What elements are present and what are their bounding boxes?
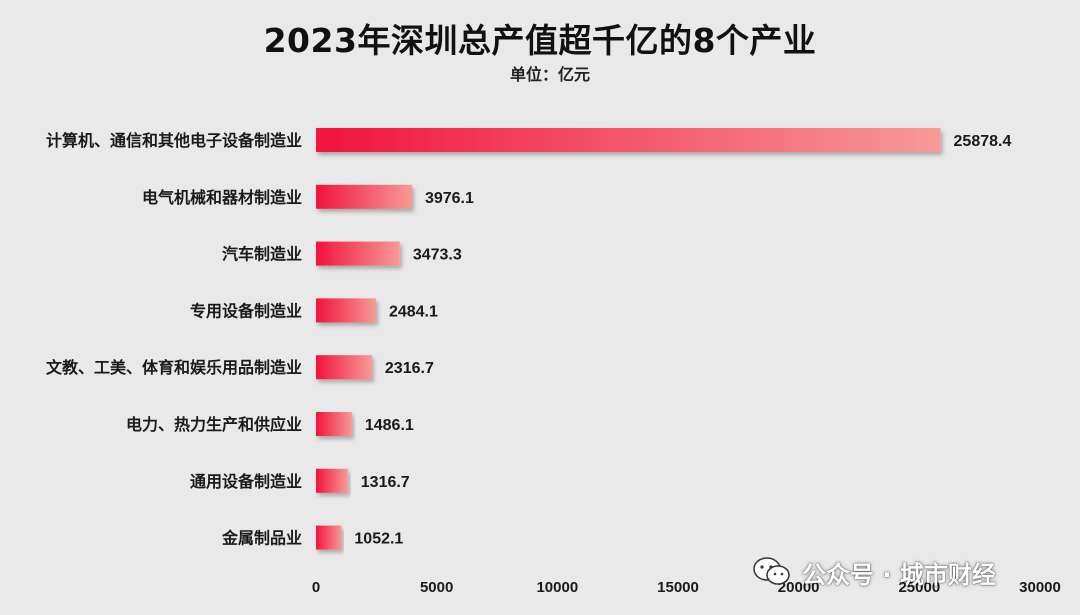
category-label: 文教、工美、体育和娱乐用品制造业: [46, 358, 302, 377]
chart-subtitle: 单位：亿元: [509, 65, 590, 84]
bar: [316, 184, 412, 209]
category-label: 电力、热力生产和供应业: [126, 415, 302, 434]
category-label: 专用设备制造业: [190, 301, 302, 320]
bar: [316, 241, 400, 266]
chart-title: 2023年深圳总产值超千亿的8个产业: [263, 21, 817, 60]
value-label: 2484.1: [389, 303, 438, 320]
watermark-text: 公众号 · 城市财经: [802, 560, 996, 589]
bar: [316, 412, 352, 436]
bar: [316, 128, 941, 152]
category-label: 电气机械和器材制造业: [142, 188, 302, 207]
value-label: 1316.7: [361, 474, 410, 491]
x-axis-ticks: 0 5000 10000 15000 20000 25000 30000: [312, 579, 1061, 596]
category-label: 计算机、通信和其他电子设备制造业: [46, 131, 302, 150]
value-label: 25878.4: [954, 133, 1012, 150]
x-tick-label: 25000: [898, 579, 940, 596]
category-label: 汽车制造业: [222, 245, 302, 264]
x-tick-label: 5000: [420, 579, 453, 596]
bar: [316, 525, 342, 550]
category-label: 金属制品业: [221, 529, 302, 548]
category-label: 通用设备制造业: [190, 472, 302, 491]
value-label: 3976.1: [425, 190, 474, 207]
x-tick-label: 0: [312, 579, 320, 596]
category-labels: 计算机、通信和其他电子设备制造业电气机械和器材制造业汽车制造业专用设备制造业文教…: [46, 131, 302, 548]
bar: [316, 468, 348, 493]
value-label: 1486.1: [365, 417, 414, 434]
bar: [316, 355, 372, 380]
bar: [316, 298, 376, 323]
wechat-icon: [753, 557, 790, 585]
value-labels: 25878.4 3976.1 3473.3 2484.1 2316.7 1486.1 131…: [354, 133, 1011, 548]
x-tick-label: 20000: [778, 579, 820, 596]
value-label: 3473.3: [413, 247, 462, 264]
x-tick-label: 30000: [1019, 579, 1061, 596]
x-tick-label: 10000: [536, 579, 578, 596]
x-tick-label: 15000: [657, 579, 699, 596]
watermark: 公众号 · 城市财经: [752, 552, 996, 592]
bars-group: [316, 128, 941, 550]
value-label: 2316.7: [385, 360, 434, 377]
value-label: 1052.1: [354, 531, 403, 548]
